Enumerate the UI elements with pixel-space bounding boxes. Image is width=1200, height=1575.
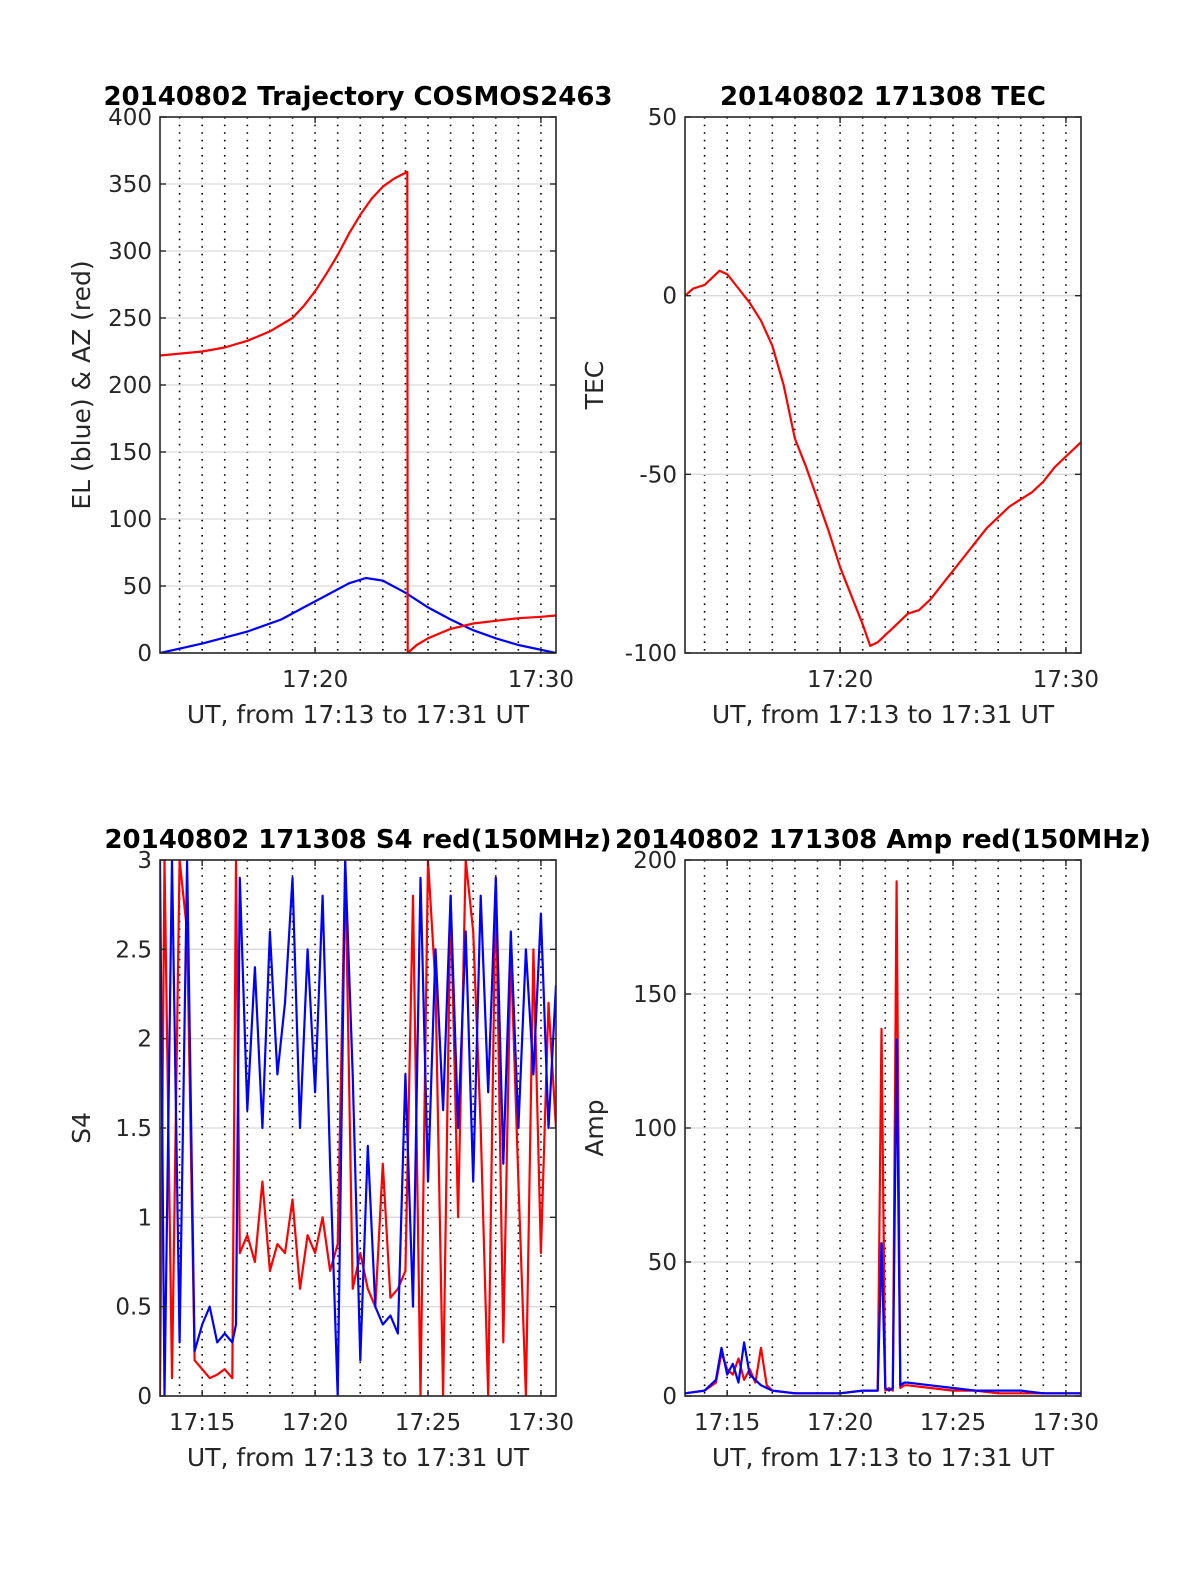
- tec-panel: -100 -50 0 50 17:20 17:30 20140802 171308 TEC U…: [580, 82, 1099, 729]
- trajectory-title: 20140802 Trajectory COSMOS2463: [103, 82, 612, 112]
- tec-xtick-label: 17:30: [1033, 667, 1099, 693]
- tec-ytick-label: -100: [625, 641, 677, 667]
- trajectory-ytick-label: 50: [123, 574, 152, 600]
- s4-title: 20140802 171308 S4 red(150MHz): [104, 825, 611, 855]
- tec-ytick-label: -50: [639, 462, 677, 488]
- s4-ytick-label: 1.5: [115, 1116, 152, 1142]
- amp-xtick-label: 17:20: [807, 1410, 873, 1436]
- s4-series-s4-red: [160, 860, 556, 1396]
- amp-xtick-label: 17:30: [1033, 1410, 1099, 1436]
- amp-ylabel: Amp: [580, 1099, 609, 1156]
- trajectory-series-az: [160, 170, 556, 653]
- amp-xtick-label: 17:25: [920, 1410, 986, 1436]
- trajectory-xtick-label: 17:20: [282, 667, 348, 693]
- trajectory-ytick-label: 300: [108, 239, 152, 265]
- amp-xlabel: UT, from 17:13 to 17:31 UT: [712, 1443, 1055, 1472]
- tec-series-tec: [685, 269, 1081, 648]
- s4-ytick-label: 0.5: [115, 1295, 152, 1321]
- trajectory-ytick-label: 100: [108, 507, 152, 533]
- trajectory-series-el: [160, 576, 556, 653]
- tec-title: 20140802 171308 TEC: [720, 82, 1046, 112]
- amp-ytick-label: 50: [648, 1250, 677, 1276]
- amp-ytick-label: 150: [633, 982, 677, 1008]
- amp-title: 20140802 171308 Amp red(150MHz): [615, 825, 1151, 855]
- amp-ytick-label: 100: [633, 1116, 677, 1142]
- s4-xtick-label: 17:30: [508, 1410, 574, 1436]
- trajectory-ytick-label: 0: [137, 641, 152, 667]
- trajectory-xtick-label: 17:30: [508, 667, 574, 693]
- s4-ytick-label: 3: [137, 848, 152, 874]
- trajectory-panel: 0 50 100 150 200 250 300 350 400 17:20 17:30 201408…: [67, 82, 613, 729]
- tec-xtick-label: 17:20: [807, 667, 873, 693]
- s4-ytick-label: 1: [137, 1205, 152, 1231]
- s4-xtick-label: 17:25: [395, 1410, 461, 1436]
- s4-ytick-label: 2: [137, 1027, 152, 1053]
- amp-xtick-label: 17:15: [694, 1410, 760, 1436]
- trajectory-ytick-label: 350: [108, 172, 152, 198]
- trajectory-ytick-label: 200: [108, 373, 152, 399]
- tec-axes-box: [684, 116, 1082, 654]
- trajectory-ytick-label: 400: [108, 105, 152, 131]
- amp-series-amp-blue: [685, 1038, 1081, 1395]
- s4-ytick-label: 0: [137, 1384, 152, 1410]
- s4-xtick-label: 17:15: [169, 1410, 235, 1436]
- trajectory-ytick-label: 150: [108, 440, 152, 466]
- s4-xtick-label: 17:20: [282, 1410, 348, 1436]
- trajectory-xlabel: UT, from 17:13 to 17:31 UT: [187, 700, 530, 729]
- tec-ytick-label: 0: [662, 284, 677, 310]
- s4-ylabel: S4: [67, 1112, 96, 1144]
- trajectory-ytick-label: 250: [108, 306, 152, 332]
- s4-xlabel: UT, from 17:13 to 17:31 UT: [187, 1443, 530, 1472]
- amp-panel: 0 50 100 150 200 17:15 17:20 17:25 17:30 20140802…: [580, 825, 1151, 1472]
- tec-xlabel: UT, from 17:13 to 17:31 UT: [712, 700, 1055, 729]
- s4-panel: 0 0.5 1 1.5 2 2.5 3 17:15 17:20 17:25 17:30 2014080…: [67, 825, 612, 1472]
- amp-ytick-label: 0: [662, 1384, 677, 1410]
- s4-ytick-label: 2.5: [115, 937, 152, 963]
- trajectory-ylabel: EL (blue) & AZ (red): [67, 260, 96, 509]
- tec-ytick-label: 50: [648, 105, 677, 131]
- amp-ytick-label: 200: [633, 848, 677, 874]
- tec-ylabel: TEC: [580, 361, 609, 411]
- s4-series-s4-blue: [160, 860, 556, 1396]
